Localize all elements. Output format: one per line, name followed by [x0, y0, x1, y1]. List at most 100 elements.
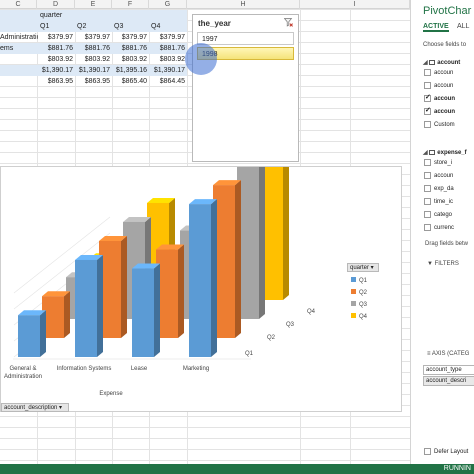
year-slicer[interactable]: the_year 1997 1998	[192, 14, 299, 162]
bar-side-Q2	[235, 180, 241, 338]
slicer-title: the_year	[198, 19, 231, 28]
pivot-value-cell[interactable]: $1,390.17	[41, 67, 73, 74]
column-header-d[interactable]: D	[37, 0, 75, 9]
field-item[interactable]: time_ic	[424, 197, 453, 207]
pivot-quarter-header[interactable]: Q3	[114, 23, 124, 30]
pivot-row-label[interactable]	[0, 76, 38, 87]
tab-active[interactable]: ACTIVE	[423, 23, 449, 32]
pivot-column-label-row: quarter	[0, 10, 187, 21]
category-tick-label: Administration	[4, 374, 42, 380]
pivot-quarter-header[interactable]: Q1	[40, 23, 50, 30]
field-item[interactable]: accoun	[424, 93, 455, 104]
bar-top-Q2	[213, 180, 241, 186]
pivot-value-cell[interactable]: $1,390.17	[78, 67, 110, 74]
pivot-value-cell[interactable]: $1,390.17	[153, 67, 185, 74]
status-bar: RUNNIN	[0, 464, 474, 474]
field-checkbox[interactable]	[424, 120, 431, 128]
category-tick-label: Marketing	[183, 366, 209, 372]
tab-all[interactable]: ALL	[457, 23, 470, 30]
column-header-f[interactable]: F	[112, 0, 149, 9]
column-header-h[interactable]: H	[187, 0, 300, 9]
field-item[interactable]: currenc	[424, 223, 454, 233]
pivot-value-cell[interactable]: $881.76	[121, 45, 147, 52]
field-item[interactable]: store_i	[424, 158, 452, 168]
field-item[interactable]: accoun	[424, 171, 453, 181]
bar-Q2	[42, 296, 64, 338]
clear-filter-icon[interactable]	[284, 18, 293, 27]
pivot-value-cell[interactable]: $803.92	[121, 56, 147, 63]
pivot-value-cell[interactable]: $803.92	[84, 56, 110, 63]
column-header-row: C D E F G H I	[0, 0, 410, 9]
field-item[interactable]: accoun	[424, 106, 455, 117]
table-expense[interactable]: ◢ expense_f	[423, 149, 467, 156]
pivot-row-label[interactable]: ems	[0, 45, 14, 52]
bar-Q1	[189, 204, 211, 357]
field-label: accoun	[434, 173, 454, 179]
field-checkbox-checked[interactable]	[424, 106, 431, 116]
pivot-row-label[interactable]: Administration	[0, 34, 38, 41]
field-checkbox[interactable]	[424, 184, 431, 192]
table-account[interactable]: ◢ account	[423, 59, 461, 66]
defer-layout-checkbox[interactable]	[424, 447, 431, 455]
legend-swatch	[351, 313, 356, 318]
pivot-value-cell[interactable]: $803.92	[159, 56, 185, 63]
legend-field-button[interactable]: quarter ▾	[347, 263, 379, 272]
pivot-value-cell[interactable]: $1,395.16	[115, 67, 147, 74]
axis-icon: ≡	[427, 351, 432, 357]
depth-tick-label: Q3	[286, 322, 295, 328]
pivot-row-label[interactable]	[0, 65, 38, 76]
bar-side-Q1	[40, 310, 46, 357]
pivot-row-label[interactable]	[0, 54, 38, 65]
axis-field-button[interactable]: account_description ▾	[1, 403, 69, 412]
pivot-value-cell[interactable]: $379.97	[159, 34, 185, 41]
pivot-value-cell[interactable]: $881.76	[47, 45, 73, 52]
bar-top-Q2	[156, 244, 184, 250]
field-item[interactable]: accoun	[424, 81, 453, 91]
column-header-g[interactable]: G	[149, 0, 187, 9]
pivot-quarter-header[interactable]: Q4	[151, 23, 161, 30]
field-item[interactable]: accoun	[424, 68, 453, 78]
field-checkbox[interactable]	[424, 223, 431, 231]
column-header-e[interactable]: E	[75, 0, 112, 9]
category-tick-label: Lease	[131, 366, 148, 372]
pivot-value-cell[interactable]: $863.95	[84, 78, 110, 85]
column-header-c[interactable]: C	[0, 0, 37, 9]
field-checkbox-checked[interactable]	[424, 93, 431, 103]
pivot-value-cell[interactable]: $379.97	[47, 34, 73, 41]
bar-side-Q1	[97, 254, 103, 357]
pivot-value-cell[interactable]: $864.45	[159, 78, 185, 85]
axis-field-account-type[interactable]: account_type	[423, 365, 474, 375]
field-checkbox[interactable]	[424, 81, 431, 89]
bar-side-Q1	[211, 199, 217, 357]
pivot-data-row: $803.92 $803.92 $803.92 $803.92	[0, 54, 187, 65]
pivot-column-field-label[interactable]: quarter	[40, 12, 63, 19]
pivot-chart[interactable]: General & Administration Information Syste…	[0, 166, 402, 412]
chart-gridline	[13, 216, 111, 294]
field-checkbox[interactable]	[424, 158, 431, 166]
bar-top-Q1	[189, 199, 217, 205]
pivot-value-cell[interactable]: $865.40	[121, 78, 147, 85]
column-header-i[interactable]: I	[300, 0, 410, 9]
table-icon	[429, 59, 436, 65]
pivot-value-cell[interactable]: $379.97	[84, 34, 110, 41]
pivot-value-cell[interactable]: $881.76	[84, 45, 110, 52]
defer-layout-option[interactable]: Defer Layout	[424, 447, 468, 457]
field-checkbox[interactable]	[424, 197, 431, 205]
field-checkbox[interactable]	[424, 68, 431, 76]
axis-field-account-description[interactable]: account_descri	[423, 376, 474, 386]
pivot-value-cell[interactable]: $881.76	[159, 45, 185, 52]
field-item[interactable]: Custom	[424, 120, 455, 130]
worksheet-grid[interactable]: C D E F G H I quarter Q1 Q2 Q3 Q4 Admini…	[0, 0, 410, 464]
field-checkbox[interactable]	[424, 210, 431, 218]
slicer-item[interactable]: 1997	[197, 32, 294, 45]
pivot-value-cell[interactable]: $379.97	[121, 34, 147, 41]
pivot-quarter-header[interactable]: Q2	[77, 23, 87, 30]
bar-Q2	[156, 249, 178, 338]
pivot-value-cell[interactable]: $863.95	[47, 78, 73, 85]
field-item[interactable]: catego	[424, 210, 452, 220]
field-item[interactable]: exp_da	[424, 184, 454, 194]
bar-Q1	[132, 268, 154, 357]
field-checkbox[interactable]	[424, 171, 431, 179]
depth-tick-label: Q4	[307, 309, 316, 315]
pivot-value-cell[interactable]: $803.92	[47, 56, 73, 63]
